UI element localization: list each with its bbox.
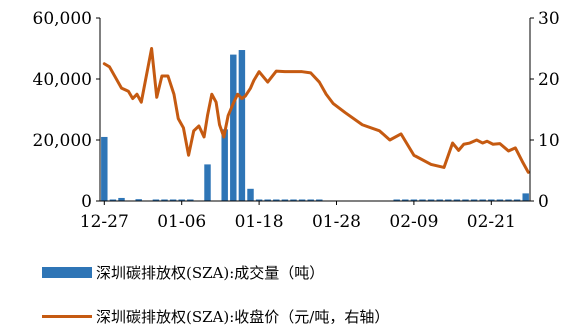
right-tick-label: 0 xyxy=(538,192,549,212)
volume-bar xyxy=(204,164,211,201)
volume-bar xyxy=(462,199,469,201)
volume-bar xyxy=(488,199,495,201)
legend-bar-swatch xyxy=(42,267,92,278)
volume-bar xyxy=(479,199,486,201)
volume-bar xyxy=(307,199,314,201)
volume-bar xyxy=(161,199,168,201)
volume-bar xyxy=(496,199,504,201)
legend-volume-label: 深圳碳排放权(SZA):成交量（吨） xyxy=(96,264,325,282)
volume-bar xyxy=(247,188,254,201)
right-tick-label: 10 xyxy=(538,131,560,151)
volume-bar xyxy=(427,199,435,201)
volume-bar xyxy=(255,199,263,201)
volume-bar xyxy=(470,199,478,201)
x-tick-label: 12-27 xyxy=(80,212,129,232)
volume-bar xyxy=(419,199,426,201)
volume-bar xyxy=(522,193,529,202)
volume-bar xyxy=(453,199,461,201)
volume-bar xyxy=(230,54,237,201)
volume-bar xyxy=(290,199,297,201)
x-tick-label: 02-09 xyxy=(389,212,438,232)
x-tick-label: 01-18 xyxy=(235,212,284,232)
left-tick-label: 40,000 xyxy=(33,70,92,90)
volume-bar xyxy=(505,199,512,201)
volume-bar xyxy=(221,129,228,201)
legend-price-label: 深圳碳排放权(SZA):收盘价（元/吨，右轴） xyxy=(96,308,390,326)
legend-price: 深圳碳排放权(SZA):收盘价（元/吨，右轴） xyxy=(42,306,389,327)
right-tick-label: 30 xyxy=(538,9,560,29)
left-tick-label: 0 xyxy=(81,192,92,212)
volume-bar xyxy=(281,199,289,201)
volume-bar xyxy=(238,50,246,201)
volume-bar xyxy=(264,199,271,201)
volume-price-chart: 0 20,000 40,000 60,000 0 10 20 30 12-27 01-06 01-1… xyxy=(33,9,560,232)
volume-bar xyxy=(135,199,142,201)
x-tick-label: 01-28 xyxy=(312,212,361,232)
right-tick-label: 20 xyxy=(538,70,560,90)
volume-bar xyxy=(445,199,452,201)
volume-bar xyxy=(410,199,418,201)
volume-bar xyxy=(436,199,443,201)
x-tick-label: 02-21 xyxy=(467,212,516,232)
volume-bar xyxy=(178,199,185,201)
volume-bar xyxy=(101,136,108,201)
legend-line-swatch xyxy=(42,315,92,318)
volume-bar xyxy=(109,199,117,201)
volume-bars xyxy=(101,50,529,202)
x-tick-label: 01-06 xyxy=(157,212,206,232)
volume-bar xyxy=(393,199,400,201)
left-tick-label: 60,000 xyxy=(33,9,92,29)
volume-bar xyxy=(187,199,194,201)
volume-bar xyxy=(169,199,177,201)
volume-bar xyxy=(513,199,521,201)
legend-volume: 深圳碳排放权(SZA):成交量（吨） xyxy=(42,262,324,283)
left-tick-label: 20,000 xyxy=(33,131,92,151)
volume-bar xyxy=(402,199,409,201)
volume-bar xyxy=(298,199,306,201)
close-price-line xyxy=(102,47,530,174)
volume-bar xyxy=(152,199,160,201)
volume-bar xyxy=(316,199,323,201)
volume-bar xyxy=(273,199,280,201)
volume-bar xyxy=(118,197,125,201)
